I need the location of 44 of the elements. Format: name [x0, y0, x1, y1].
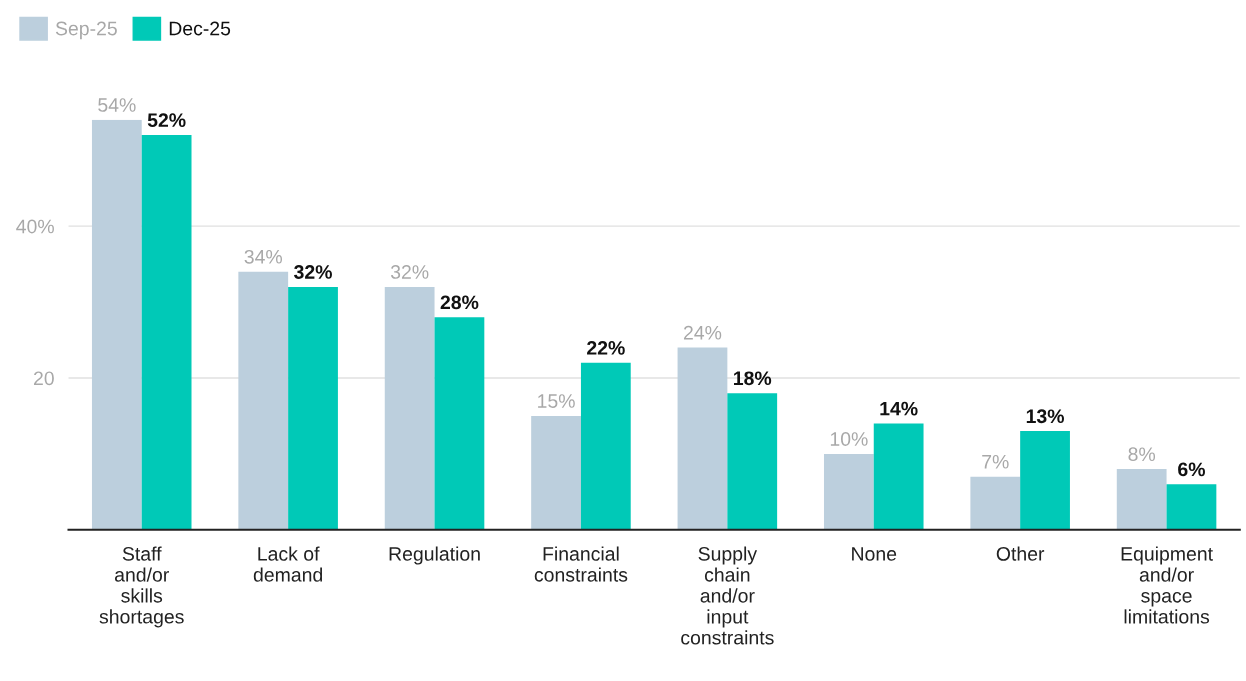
data-label: 18%: [734, 371, 772, 386]
x-tick-label: Other: [996, 546, 1045, 561]
x-tick-label: None: [852, 547, 897, 561]
bar: [1116, 469, 1167, 530]
bar: [1166, 484, 1217, 530]
bar: [677, 347, 728, 530]
data-label: 6%: [1178, 462, 1205, 477]
bar: [141, 135, 192, 530]
bar: [823, 453, 874, 530]
bar: [531, 415, 581, 530]
data-label: 22%: [587, 341, 625, 355]
bar: [580, 362, 631, 530]
bar: [727, 393, 778, 530]
data-label: 54%: [98, 98, 136, 112]
x-tick-label: Supply chain and/or input constraints: [681, 546, 774, 645]
y-tick-label: 40%: [16, 219, 54, 234]
bar: [873, 423, 924, 530]
x-tick-label: Financial constraints: [534, 546, 628, 582]
data-label: 13%: [1026, 409, 1064, 424]
y-tick-label: 20: [33, 371, 54, 386]
x-tick-label: Regulation: [389, 546, 480, 565]
data-label: 32%: [390, 265, 429, 279]
data-label: 7%: [982, 454, 1009, 469]
x-tick-label: Lack of demand: [253, 546, 323, 582]
data-label: 14%: [880, 401, 918, 416]
bar: [91, 119, 142, 530]
bar: [238, 271, 289, 530]
x-tick-label: Equipment and/or space limitations: [1121, 546, 1213, 624]
bar: [288, 286, 338, 530]
legend-label: Sep-25: [55, 21, 117, 40]
x-tick-label: Staff and/or skills shortages: [99, 546, 184, 628]
bar: [384, 286, 435, 530]
data-label: 52%: [147, 113, 186, 128]
data-label: 24%: [683, 325, 722, 340]
data-label: 10%: [830, 432, 868, 446]
data-label: 28%: [440, 295, 479, 310]
data-label: 8%: [1128, 447, 1156, 462]
bar: [1020, 431, 1070, 530]
data-label: 15%: [538, 394, 575, 408]
legend-label: Dec-25: [169, 21, 231, 36]
bar: [970, 476, 1021, 530]
bar: [434, 317, 485, 530]
data-label: 34%: [244, 249, 283, 264]
data-label: 32%: [294, 265, 332, 279]
